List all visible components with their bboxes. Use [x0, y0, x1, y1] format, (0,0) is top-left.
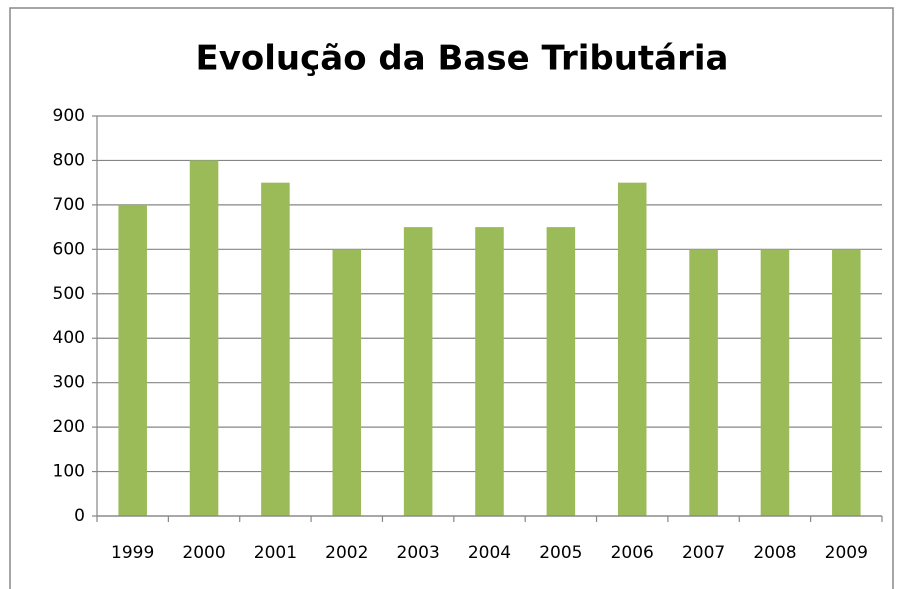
- chart-title: Evolução da Base Tributária: [196, 39, 729, 79]
- x-tick-label: 2009: [825, 543, 868, 563]
- bar: [261, 182, 290, 516]
- y-tick-label: 700: [53, 195, 85, 215]
- y-tick-label: 500: [53, 284, 85, 304]
- y-tick-label: 0: [74, 506, 85, 526]
- x-tick-label: 1999: [111, 543, 154, 563]
- bar: [403, 227, 433, 516]
- bar: [689, 249, 718, 517]
- x-tick-label: 2004: [468, 543, 511, 563]
- x-tick-label: 2007: [682, 543, 725, 563]
- x-tick-label: 2006: [611, 543, 654, 563]
- bar: [118, 204, 147, 516]
- bar: [617, 182, 647, 516]
- x-tick-label: 2003: [397, 543, 440, 563]
- y-tick-label: 200: [53, 417, 85, 437]
- y-tick-label: 900: [53, 106, 85, 126]
- y-tick-label: 800: [53, 150, 85, 170]
- x-tick-label: 2000: [182, 543, 225, 563]
- x-tick-label: 2005: [539, 543, 582, 563]
- bar: [546, 227, 576, 516]
- y-tick-label: 300: [53, 373, 85, 393]
- x-tick-label: 2001: [254, 543, 297, 563]
- y-tick-label: 400: [53, 328, 85, 348]
- bar: [832, 249, 861, 517]
- y-tick-label: 100: [53, 462, 85, 482]
- bar: [475, 227, 504, 516]
- x-tick-label: 2008: [753, 543, 796, 563]
- bar: [189, 160, 219, 516]
- bar: [332, 249, 362, 517]
- bar: [760, 249, 790, 517]
- y-tick-label: 600: [53, 239, 85, 259]
- chart-frame: [9, 7, 894, 589]
- x-tick-label: 2002: [325, 543, 368, 563]
